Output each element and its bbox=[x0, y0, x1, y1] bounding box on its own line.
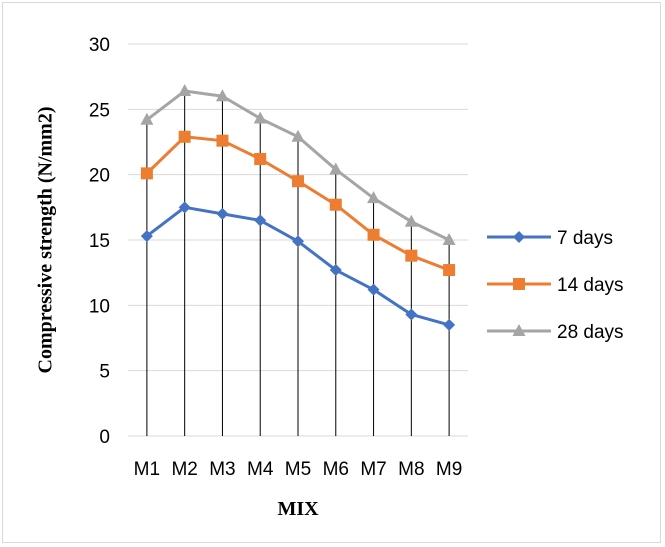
data-point bbox=[367, 228, 380, 241]
x-tick-label: M1 bbox=[134, 459, 160, 480]
data-point bbox=[140, 112, 154, 125]
legend-marker bbox=[513, 231, 525, 243]
x-tick-label: M5 bbox=[285, 459, 311, 480]
data-point bbox=[292, 175, 304, 188]
data-point bbox=[367, 283, 380, 296]
y-tick-label: 20 bbox=[89, 166, 110, 187]
legend: 7 days 14 days 28 days bbox=[487, 228, 624, 343]
y-tick-labels: 0 5 10 15 20 25 30 bbox=[89, 35, 110, 448]
data-point bbox=[178, 84, 192, 97]
legend-label: 7 days bbox=[557, 228, 613, 249]
x-tick-label: M7 bbox=[360, 459, 386, 480]
data-point bbox=[292, 235, 304, 248]
data-point bbox=[405, 308, 418, 321]
data-point bbox=[442, 233, 456, 245]
data-point bbox=[329, 264, 342, 277]
line-chart: 0 5 10 15 20 25 30 M1 M2 M3 M4 M5 M6 M7 M8 M9 MIX Comp… bbox=[35, 35, 624, 520]
data-point bbox=[215, 89, 229, 102]
y-tick-label: 10 bbox=[89, 296, 110, 317]
legend-marker bbox=[512, 324, 526, 336]
data-point bbox=[253, 111, 267, 124]
x-tick-label: M4 bbox=[247, 459, 274, 480]
data-point bbox=[254, 214, 267, 227]
series-7-days bbox=[140, 201, 456, 331]
y-axis-title: Compressive strength (N/mm2) bbox=[35, 106, 57, 373]
data-point bbox=[178, 201, 191, 214]
series-28-days bbox=[140, 84, 456, 245]
data-point bbox=[405, 249, 418, 262]
x-tick-labels: M1 M2 M3 M4 M5 M6 M7 M8 M9 bbox=[134, 459, 463, 480]
series-group bbox=[140, 84, 456, 331]
data-point bbox=[291, 129, 305, 142]
legend-label: 28 days bbox=[557, 322, 624, 343]
data-point bbox=[140, 230, 153, 243]
drop-lines bbox=[146, 91, 450, 436]
y-tick-label: 15 bbox=[89, 231, 110, 252]
data-point bbox=[329, 198, 342, 211]
data-point bbox=[443, 318, 456, 331]
x-tick-label: M6 bbox=[323, 459, 349, 480]
x-axis-title: MIX bbox=[277, 498, 319, 520]
x-tick-label: M8 bbox=[398, 459, 424, 480]
y-tick-label: 30 bbox=[89, 35, 110, 56]
data-point bbox=[216, 207, 229, 220]
y-tick-label: 0 bbox=[99, 427, 110, 448]
x-tick-label: M2 bbox=[171, 459, 197, 480]
legend-item-28-days: 28 days bbox=[487, 322, 624, 343]
legend-label: 14 days bbox=[557, 275, 624, 296]
y-tick-label: 25 bbox=[89, 100, 110, 121]
legend-item-14-days: 14 days bbox=[487, 275, 624, 296]
data-point bbox=[216, 134, 229, 147]
data-point bbox=[443, 264, 456, 277]
legend-item-7-days: 7 days bbox=[487, 228, 613, 249]
legend-marker bbox=[513, 278, 525, 290]
data-point bbox=[367, 191, 381, 204]
y-tick-label: 5 bbox=[99, 362, 110, 383]
x-tick-label: M3 bbox=[209, 459, 235, 480]
data-point bbox=[329, 162, 343, 175]
data-point bbox=[254, 152, 267, 165]
x-tick-label: M9 bbox=[436, 459, 462, 480]
series-14-days bbox=[140, 130, 456, 277]
data-point bbox=[404, 214, 418, 227]
data-point bbox=[178, 130, 191, 143]
data-point bbox=[140, 167, 153, 180]
